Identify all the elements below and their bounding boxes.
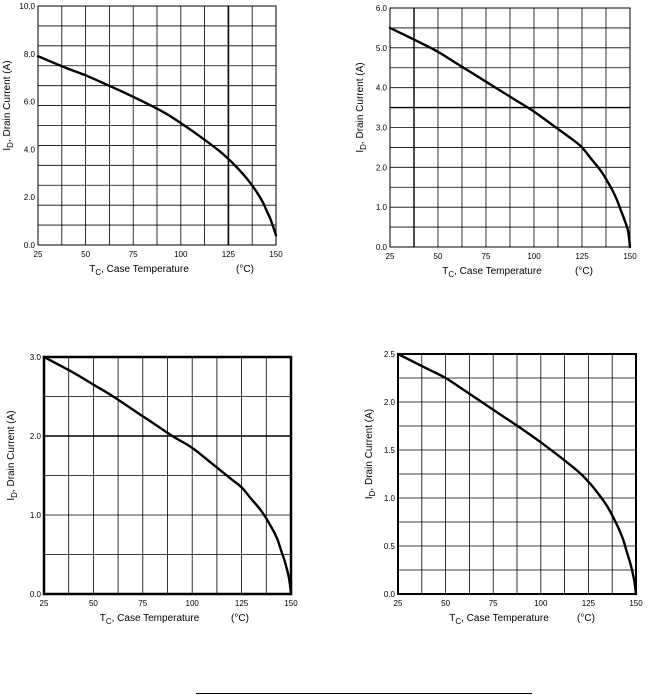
series-line xyxy=(388,26,632,249)
plot-frame xyxy=(397,353,637,595)
y-tick-label: 1.0 xyxy=(384,494,396,503)
x-tick-label: 25 xyxy=(40,599,49,608)
y-tick-label: 4.0 xyxy=(376,84,388,93)
x-tick-label: 100 xyxy=(174,250,188,259)
x-tick-label: 50 xyxy=(81,250,90,259)
x-axis-unit: (°C) xyxy=(575,266,593,277)
y-tick-label: 0.0 xyxy=(24,241,36,250)
y-tick-label: 3.0 xyxy=(376,124,388,133)
x-tick-label: 75 xyxy=(482,252,491,261)
y-axis-label: ID, Drain Current (A) xyxy=(364,409,377,499)
plot-frame xyxy=(37,5,277,246)
y-axis-label: ID, Drain Current (A) xyxy=(2,60,15,150)
y-tick-label: 4.0 xyxy=(24,145,36,154)
plot-frame xyxy=(389,7,631,248)
x-axis-unit: (°C) xyxy=(577,613,595,624)
chart-panel-4: 25 50 75 100 125 150 0.0 0.5 1.0 1.5 2.0 2.5 TC, Cas… xyxy=(364,350,643,626)
y-tick-label: 2.0 xyxy=(24,193,36,202)
chart-panel-1: 25 50 75 100 125 150 0.0 2.0 4.0 6.0 8.0 10.0 TC, Ca… xyxy=(2,2,283,277)
x-tick-label: 75 xyxy=(129,250,138,259)
y-tick-label: 5.0 xyxy=(376,44,388,53)
x-tick-label: 25 xyxy=(34,250,43,259)
series-line xyxy=(36,55,278,237)
y-tick-label: 2.5 xyxy=(384,350,396,359)
x-axis-label: TC, Case Temperature xyxy=(449,613,549,626)
y-tick-label: 0.5 xyxy=(384,542,396,551)
series-line xyxy=(396,352,638,596)
x-axis-label: TC, Case Temperature xyxy=(442,266,542,279)
y-tick-label: 1.0 xyxy=(30,511,42,520)
series-line xyxy=(42,355,293,596)
y-tick-label: 10.0 xyxy=(19,2,35,11)
x-tick-label: 125 xyxy=(575,252,589,261)
grid xyxy=(38,6,276,245)
x-tick-label: 50 xyxy=(89,599,98,608)
x-axis-label: TC, Case Temperature xyxy=(89,264,189,277)
x-axis-label: TC, Case Temperature xyxy=(100,613,200,626)
y-tick-label: 0.0 xyxy=(30,590,42,599)
y-tick-label: 1.0 xyxy=(376,203,388,212)
y-tick-label: 0.0 xyxy=(376,243,388,252)
x-tick-label: 50 xyxy=(441,599,450,608)
y-tick-label: 1.5 xyxy=(384,446,396,455)
grid xyxy=(398,354,636,594)
x-tick-label: 25 xyxy=(386,252,395,261)
y-tick-label: 8.0 xyxy=(24,50,36,59)
chart-panel-3: 25 50 75 100 125 150 0.0 1.0 2.0 3.0 TC, Case Temp… xyxy=(6,353,298,626)
x-tick-label: 125 xyxy=(582,599,596,608)
x-tick-label: 150 xyxy=(629,599,643,608)
y-tick-label: 2.0 xyxy=(376,163,388,172)
x-tick-label: 150 xyxy=(284,599,298,608)
x-axis-unit: (°C) xyxy=(231,613,249,624)
footer-rule xyxy=(196,693,532,694)
chart-panel-2: 25 50 75 100 125 150 0.0 1.0 2.0 3.0 4.0 5.0 6.0 TC, … xyxy=(355,4,637,279)
x-tick-label: 75 xyxy=(138,599,147,608)
y-tick-label: 2.0 xyxy=(384,398,396,407)
y-tick-label: 3.0 xyxy=(30,353,42,362)
y-tick-label: 0.0 xyxy=(384,590,396,599)
y-axis-label: ID, Drain Current (A) xyxy=(6,410,19,500)
x-tick-label: 100 xyxy=(534,599,548,608)
x-tick-label: 100 xyxy=(527,252,541,261)
x-tick-label: 75 xyxy=(489,599,498,608)
x-tick-label: 125 xyxy=(222,250,236,259)
y-tick-label: 6.0 xyxy=(24,98,36,107)
grid xyxy=(390,8,630,247)
y-tick-label: 6.0 xyxy=(376,4,388,13)
plot-frame xyxy=(42,355,293,596)
y-tick-label: 2.0 xyxy=(30,432,42,441)
x-tick-label: 125 xyxy=(235,599,249,608)
x-tick-label: 50 xyxy=(434,252,443,261)
x-axis-unit: (°C) xyxy=(236,264,254,275)
x-tick-label: 25 xyxy=(394,599,403,608)
x-tick-label: 150 xyxy=(623,252,637,261)
grid xyxy=(44,357,291,594)
x-tick-label: 100 xyxy=(186,599,200,608)
x-tick-label: 150 xyxy=(269,250,283,259)
y-axis-label: ID, Drain Current (A) xyxy=(355,62,368,152)
